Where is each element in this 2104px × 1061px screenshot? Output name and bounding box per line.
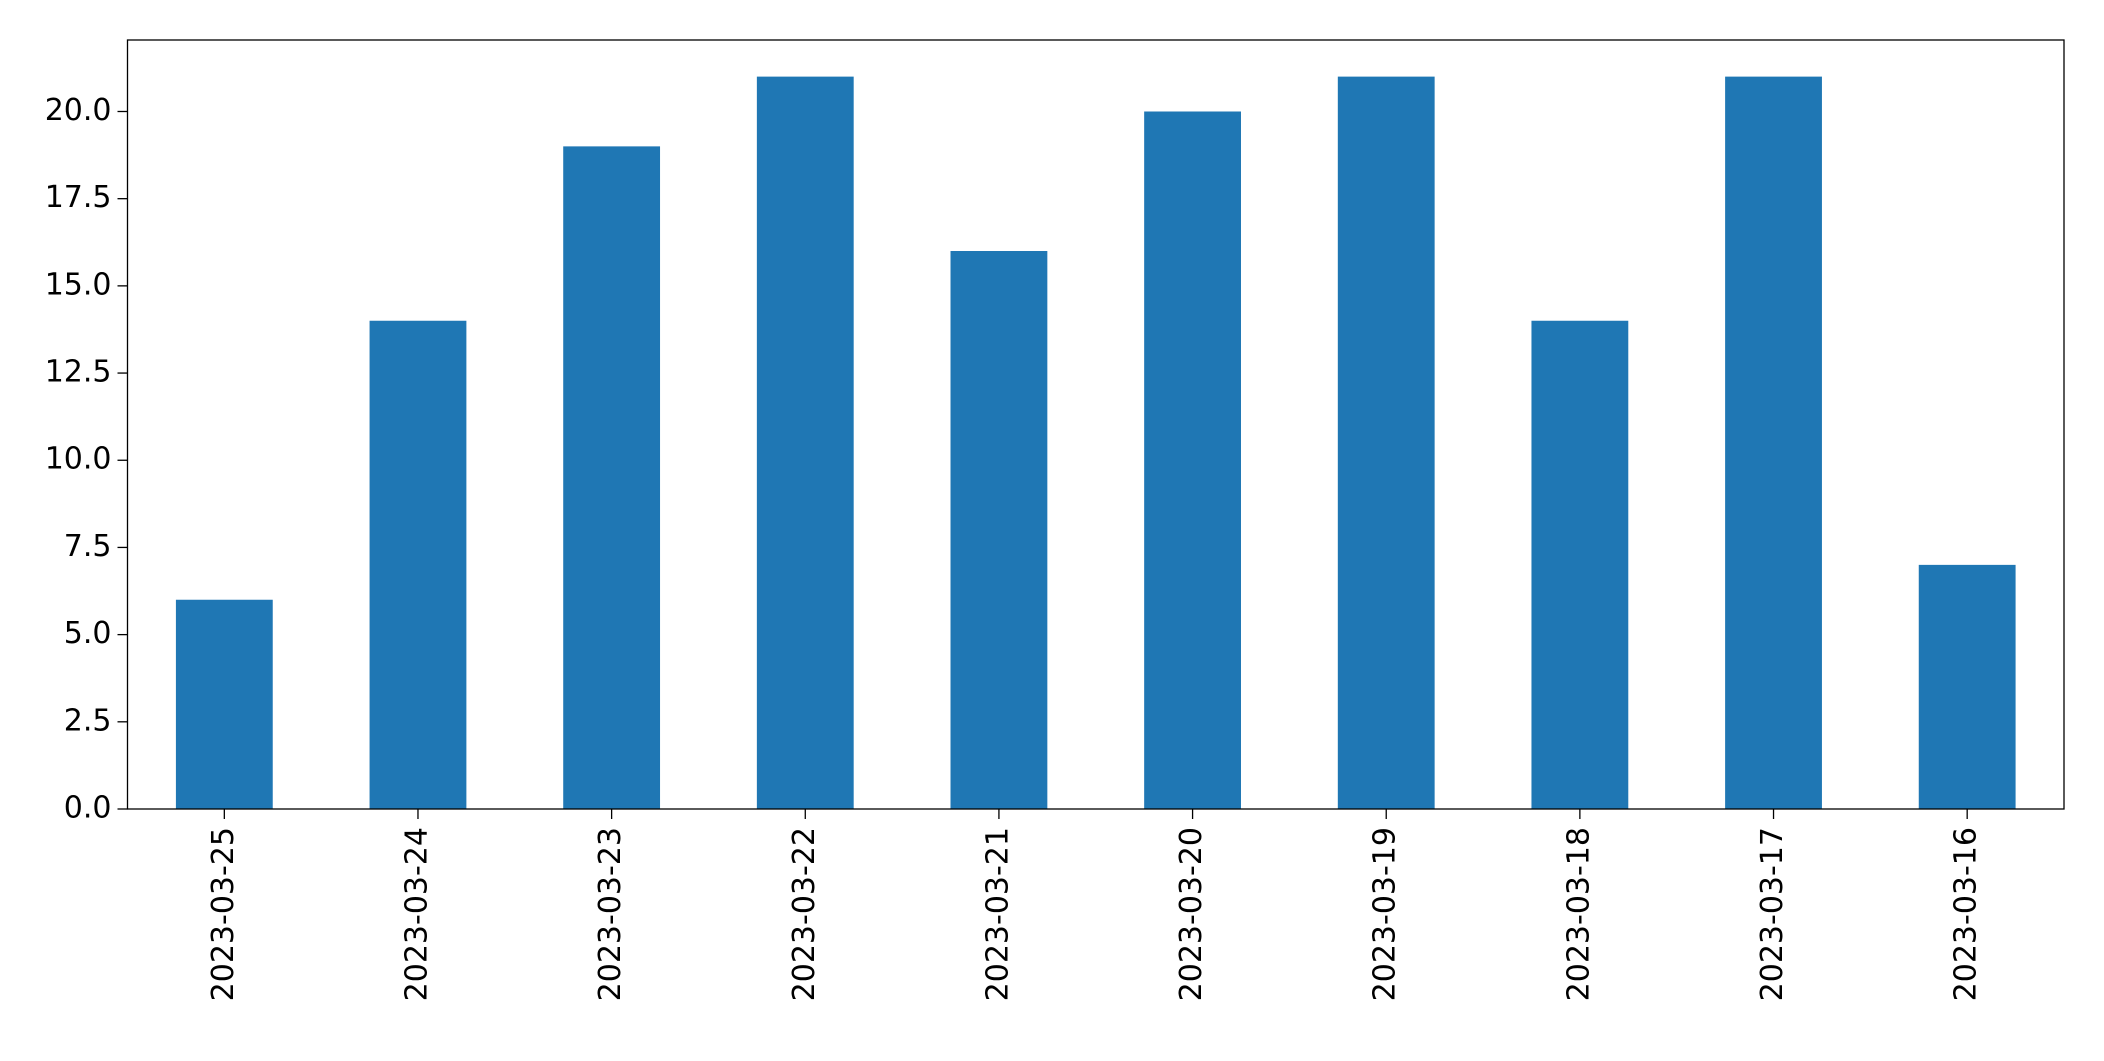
bar xyxy=(950,250,1048,809)
bar xyxy=(175,599,273,809)
y-tick-label: 20.0 xyxy=(45,93,112,128)
y-tick-label: 10.0 xyxy=(45,442,112,477)
y-tick-label: 17.5 xyxy=(45,180,112,215)
x-tick-label: 2023-03-20 xyxy=(1174,827,1209,1001)
bar xyxy=(1918,564,2016,809)
x-tick-label: 2023-03-16 xyxy=(1949,827,1984,1001)
y-tick-label: 7.5 xyxy=(64,529,112,564)
bar xyxy=(1725,76,1822,810)
x-tick-label: 2023-03-25 xyxy=(206,827,241,1001)
y-tick-label: 12.5 xyxy=(45,355,112,390)
bar xyxy=(369,320,467,809)
y-tick-label: 2.5 xyxy=(64,703,112,738)
bar xyxy=(1531,320,1629,809)
y-tick-label: 0.0 xyxy=(64,791,112,826)
bar xyxy=(1144,111,1241,810)
plot-frame xyxy=(126,39,2065,810)
x-tick-label: 2023-03-22 xyxy=(787,827,822,1001)
x-tick-label: 2023-03-18 xyxy=(1561,827,1596,1001)
x-tick-label: 2023-03-24 xyxy=(399,827,434,1001)
x-tick-label: 2023-03-17 xyxy=(1755,827,1790,1001)
bar xyxy=(563,146,661,809)
bar xyxy=(756,76,854,810)
y-tick-label: 15.0 xyxy=(45,267,112,302)
x-tick-label: 2023-03-19 xyxy=(1368,827,1403,1001)
y-tick-label: 5.0 xyxy=(64,616,112,651)
x-tick-label: 2023-03-23 xyxy=(593,827,628,1001)
x-tick-label: 2023-03-21 xyxy=(980,827,1015,1001)
bar xyxy=(1337,76,1435,810)
